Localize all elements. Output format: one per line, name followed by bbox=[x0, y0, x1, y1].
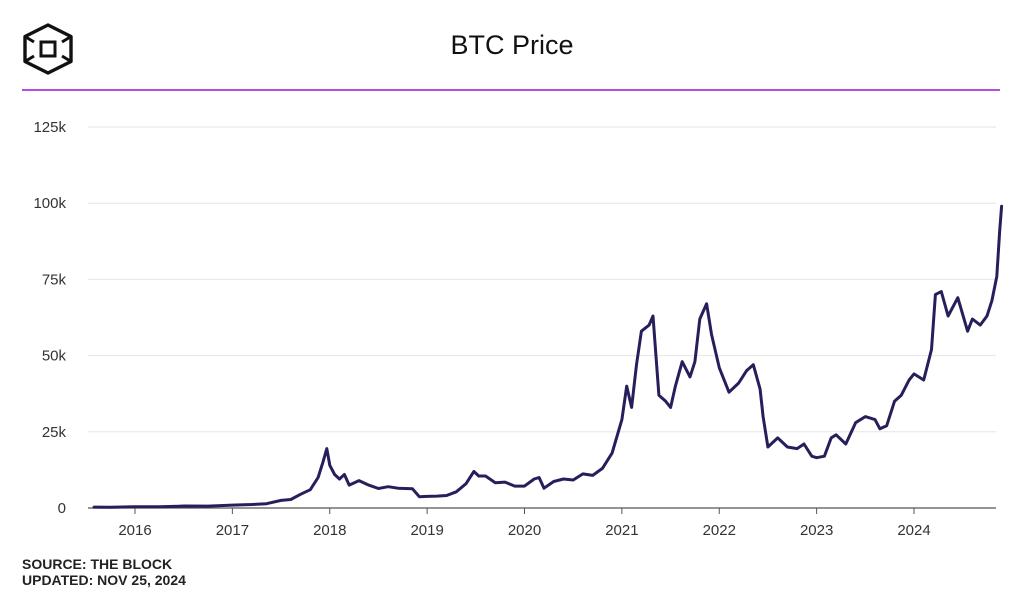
x-tick-label: 2019 bbox=[410, 522, 443, 539]
btc-price-line bbox=[92, 204, 1004, 509]
x-tick-label: 2021 bbox=[605, 522, 638, 539]
x-tick-label: 2022 bbox=[703, 522, 736, 539]
x-axis-ticks: 2016 2017 2018 2019 2020 2021 2022 2023 2024 bbox=[118, 508, 931, 539]
y-tick-label: 125k bbox=[33, 119, 66, 136]
source-note: SOURCE: THE BLOCK bbox=[22, 556, 173, 572]
updated-note: UPDATED: NOV 25, 2024 bbox=[22, 572, 186, 588]
x-tick-label: 2016 bbox=[118, 522, 151, 539]
x-tick-label: 2018 bbox=[313, 522, 346, 539]
chart-title: BTC Price bbox=[450, 30, 574, 60]
y-tick-label: 25k bbox=[42, 424, 67, 441]
x-tick-label: 2020 bbox=[508, 522, 541, 539]
y-axis-ticks: 0 25k 50k 75k 100k 125k bbox=[33, 119, 66, 517]
chart-footer: SOURCE: THE BLOCK UPDATED: NOV 25, 2024 bbox=[22, 556, 186, 588]
price-series bbox=[92, 204, 1004, 509]
x-tick-label: 2024 bbox=[897, 522, 930, 539]
header-divider bbox=[22, 89, 1000, 91]
the-block-cube-icon bbox=[23, 23, 73, 75]
y-tick-label: 50k bbox=[42, 348, 67, 365]
grid-lines bbox=[88, 126, 996, 509]
y-tick-label: 100k bbox=[33, 195, 66, 212]
y-tick-label: 0 bbox=[58, 500, 66, 517]
chart-header: BTC Price bbox=[0, 0, 1024, 92]
x-tick-label: 2017 bbox=[216, 522, 249, 539]
x-tick-label: 2023 bbox=[800, 522, 833, 539]
y-tick-label: 75k bbox=[42, 271, 67, 288]
